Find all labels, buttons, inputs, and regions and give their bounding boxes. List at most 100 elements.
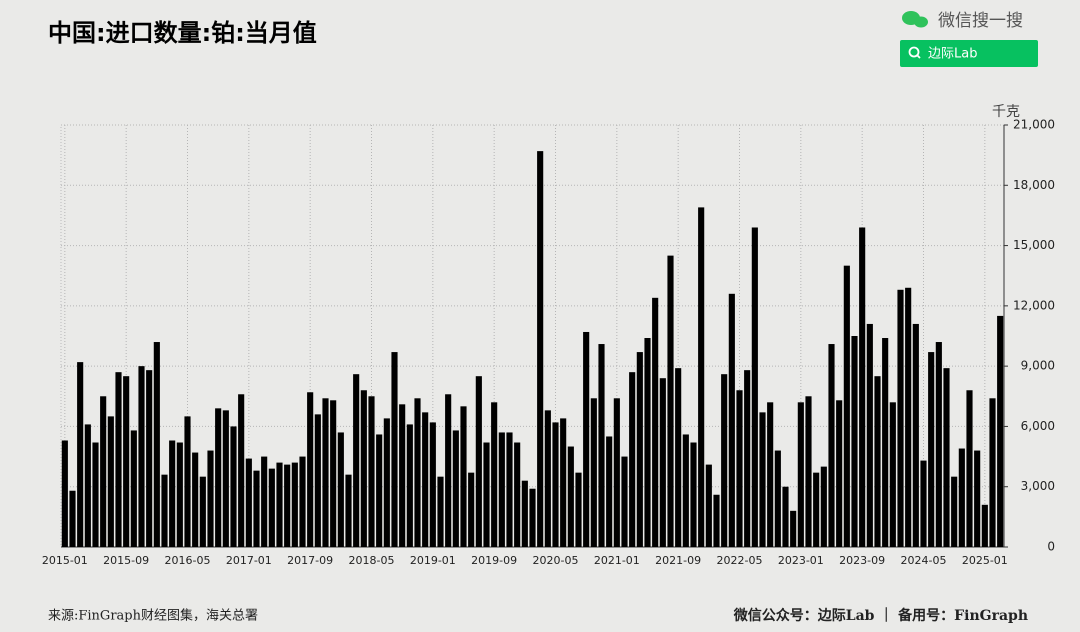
bar — [245, 458, 252, 547]
bar — [751, 227, 758, 547]
bar — [169, 440, 176, 547]
bar — [498, 432, 505, 547]
bar — [928, 352, 935, 547]
bar — [422, 412, 429, 547]
x-tick-label: 2022-05 — [717, 554, 763, 567]
x-tick-label: 2021-09 — [655, 554, 701, 567]
bar — [230, 426, 237, 547]
x-tick-label: 2023-01 — [778, 554, 824, 567]
y-tick-label: 0 — [1047, 540, 1055, 554]
bar — [981, 504, 988, 547]
y-tick-label: 21,000 — [1013, 118, 1055, 132]
bar — [636, 352, 643, 547]
bar — [161, 474, 168, 547]
bar — [667, 255, 674, 547]
bar — [399, 404, 406, 547]
bar — [767, 402, 774, 547]
bar — [721, 374, 728, 547]
bar — [951, 476, 958, 547]
bar — [345, 474, 352, 547]
bar — [713, 494, 720, 547]
bar — [843, 265, 850, 547]
bar — [77, 362, 84, 547]
bar — [613, 398, 620, 547]
bar — [322, 398, 329, 547]
bar — [138, 366, 145, 547]
bar — [184, 416, 191, 547]
bar — [682, 434, 689, 547]
bar — [475, 376, 482, 547]
x-tick-label: 2017-09 — [287, 554, 333, 567]
source: 来源:FinGraph财经图集，海关总署 — [48, 608, 258, 624]
bar — [675, 368, 682, 547]
bar — [153, 342, 160, 547]
bar — [897, 289, 904, 547]
bar — [920, 460, 927, 547]
bar — [943, 368, 950, 547]
bar — [330, 400, 337, 547]
bar — [253, 470, 260, 547]
bar — [874, 376, 881, 547]
x-tick-label: 2019-01 — [410, 554, 456, 567]
bar — [989, 398, 996, 547]
bar — [521, 480, 528, 547]
bar — [215, 408, 222, 547]
bar — [728, 293, 735, 547]
bar — [529, 488, 536, 547]
bar — [813, 472, 820, 547]
x-tick-label: 2015-09 — [103, 554, 149, 567]
bar — [146, 370, 153, 547]
search-icon — [908, 46, 920, 58]
bar — [537, 151, 544, 547]
bar — [107, 416, 114, 547]
bar — [391, 352, 398, 547]
bar — [560, 418, 567, 547]
bar — [828, 344, 835, 547]
bar — [866, 323, 873, 547]
bar — [974, 450, 981, 547]
bar — [291, 462, 298, 547]
y-axis-label: 千克 — [992, 104, 1020, 120]
bar — [100, 396, 107, 547]
bar — [606, 436, 613, 547]
bar — [414, 398, 421, 547]
bar — [736, 390, 743, 547]
bar — [506, 432, 513, 547]
bar — [698, 207, 705, 547]
x-tick-label: 2018-05 — [349, 554, 395, 567]
bar — [207, 450, 214, 547]
bar — [314, 414, 321, 547]
watermark: 微信搜一搜 — [938, 11, 1023, 31]
x-tick-label: 2015-01 — [42, 554, 88, 567]
x-tick-label: 2016-05 — [165, 554, 211, 567]
bar — [452, 430, 459, 547]
bar — [958, 448, 965, 547]
bar — [820, 466, 827, 547]
bar — [590, 398, 597, 547]
wechat-icon — [902, 11, 928, 28]
bar — [621, 456, 628, 547]
x-tick-label: 2019-09 — [471, 554, 517, 567]
bar — [376, 434, 383, 547]
bar — [383, 418, 390, 547]
bar — [690, 442, 697, 547]
bar — [176, 442, 183, 547]
bar — [337, 432, 344, 547]
bar — [544, 410, 551, 547]
search-button[interactable] — [900, 40, 1038, 67]
x-tick-label: 2023-09 — [839, 554, 885, 567]
bar — [429, 422, 436, 547]
x-tick-label: 2021-01 — [594, 554, 640, 567]
bar — [790, 510, 797, 547]
bar — [774, 450, 781, 547]
bar — [368, 396, 375, 547]
bar — [84, 424, 91, 547]
bar — [299, 456, 306, 547]
y-tick-label: 6,000 — [1021, 419, 1055, 433]
bar — [744, 370, 751, 547]
bar — [805, 396, 812, 547]
bar — [514, 442, 521, 547]
bar — [583, 331, 590, 547]
bar — [199, 476, 206, 547]
y-tick-label: 3,000 — [1021, 479, 1055, 493]
